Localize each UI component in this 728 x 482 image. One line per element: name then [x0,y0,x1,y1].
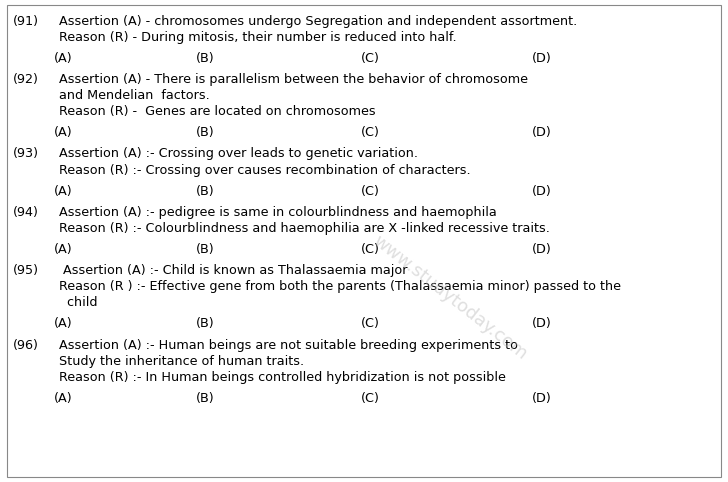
Text: Assertion (A) - chromosomes undergo Segregation and independent assortment.: Assertion (A) - chromosomes undergo Segr… [59,14,577,27]
Text: (D): (D) [531,243,551,256]
Text: (C): (C) [360,392,379,405]
Text: Assertion (A) :- Human beings are not suitable breeding experiments to: Assertion (A) :- Human beings are not su… [59,338,518,351]
Text: Study the inheritance of human traits.: Study the inheritance of human traits. [59,355,304,368]
Text: (94): (94) [13,206,39,219]
Text: child: child [59,296,97,309]
Text: (C): (C) [360,52,379,65]
Text: (B): (B) [197,243,215,256]
Text: (B): (B) [197,318,215,331]
Text: (A): (A) [54,318,72,331]
Text: Assertion (A) - There is parallelism between the behavior of chromosome: Assertion (A) - There is parallelism bet… [59,73,528,86]
Text: (95): (95) [13,264,39,277]
Text: Reason (R) :- Colourblindness and haemophilia are X -linked recessive traits.: Reason (R) :- Colourblindness and haemop… [59,222,550,235]
Text: Reason (R) - During mitosis, their number is reduced into half.: Reason (R) - During mitosis, their numbe… [59,31,456,44]
Text: (91): (91) [13,14,39,27]
Text: (B): (B) [197,52,215,65]
Text: (A): (A) [54,52,72,65]
Text: (93): (93) [13,147,39,161]
Text: (A): (A) [54,392,72,405]
Text: and Mendelian  factors.: and Mendelian factors. [59,89,210,102]
Text: www.studytoday.com: www.studytoday.com [369,232,530,363]
Text: Assertion (A) :- Crossing over leads to genetic variation.: Assertion (A) :- Crossing over leads to … [59,147,418,161]
Text: (B): (B) [197,126,215,139]
Text: Reason (R) -  Genes are located on chromosomes: Reason (R) - Genes are located on chromo… [59,105,375,118]
Text: (D): (D) [531,52,551,65]
Text: Assertion (A) :- pedigree is same in colourblindness and haemophila: Assertion (A) :- pedigree is same in col… [59,206,496,219]
Text: (B): (B) [197,185,215,198]
Text: (A): (A) [54,126,72,139]
Text: (C): (C) [360,243,379,256]
Text: (D): (D) [531,126,551,139]
Text: (C): (C) [360,318,379,331]
Text: (A): (A) [54,243,72,256]
Text: (B): (B) [197,392,215,405]
Text: Reason (R ) :- Effective gene from both the parents (Thalassaemia minor) passed : Reason (R ) :- Effective gene from both … [59,280,621,293]
Text: (A): (A) [54,185,72,198]
Text: (D): (D) [531,318,551,331]
Text: (96): (96) [13,338,39,351]
Text: (C): (C) [360,126,379,139]
Text: Reason (R) :- In Human beings controlled hybridization is not possible: Reason (R) :- In Human beings controlled… [59,371,505,384]
Text: (D): (D) [531,185,551,198]
Text: Assertion (A) :- Child is known as Thalassaemia major: Assertion (A) :- Child is known as Thala… [59,264,407,277]
Text: (D): (D) [531,392,551,405]
Text: (C): (C) [360,185,379,198]
Text: (92): (92) [13,73,39,86]
Text: Reason (R) :- Crossing over causes recombination of characters.: Reason (R) :- Crossing over causes recom… [59,163,470,176]
